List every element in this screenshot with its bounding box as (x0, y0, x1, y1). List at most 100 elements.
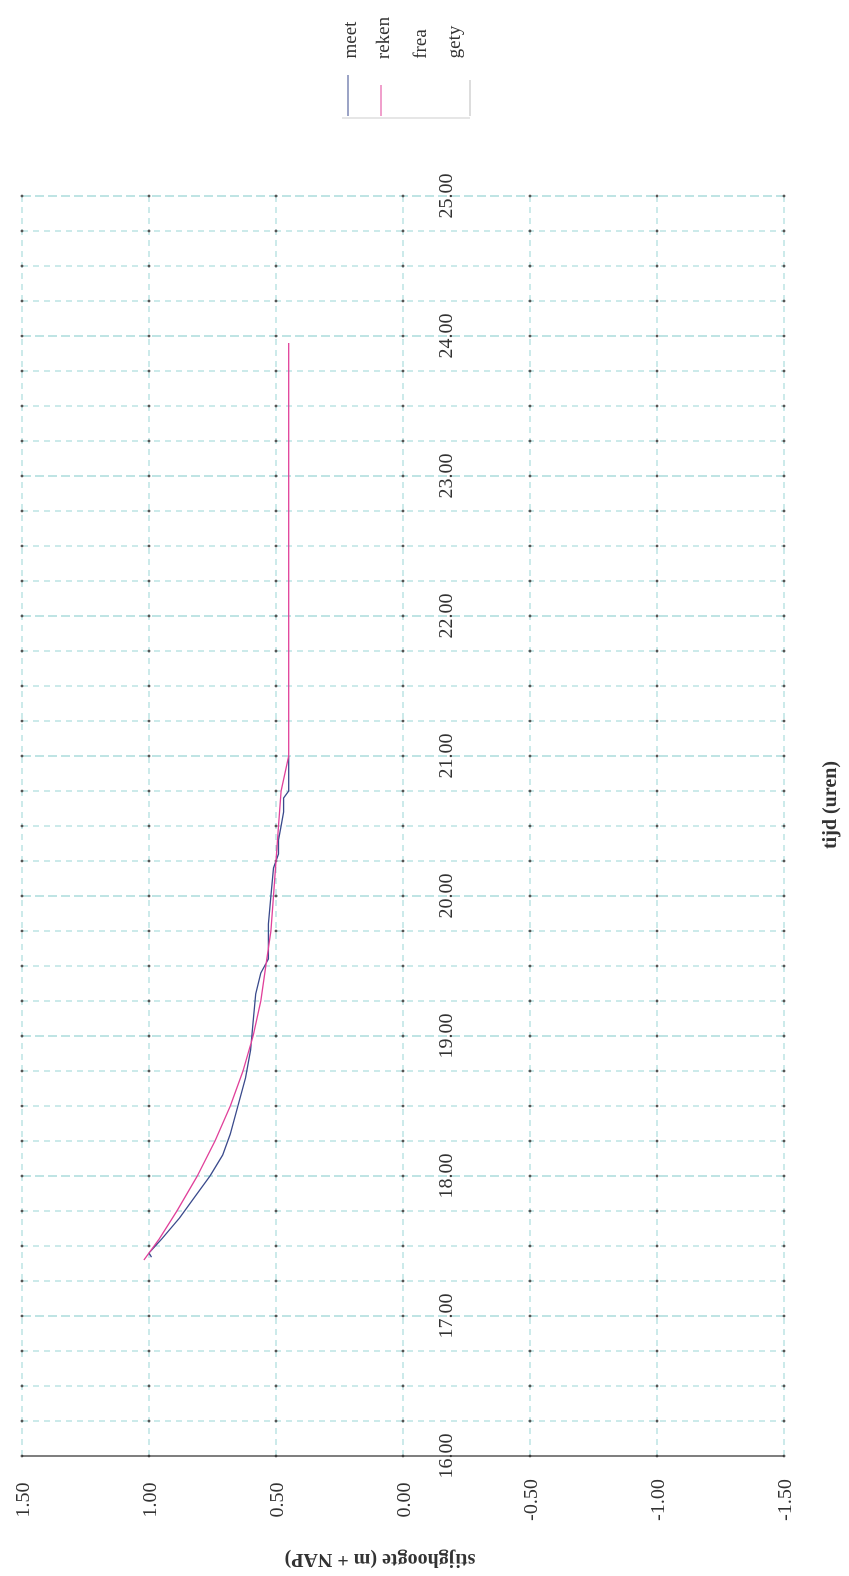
grid-dot (655, 894, 659, 898)
grid-dot (401, 999, 405, 1003)
grid-dot (274, 614, 278, 618)
grid-dot (528, 1209, 532, 1213)
grid-dot (147, 684, 151, 688)
grid-dot (274, 649, 278, 653)
series-layer (143, 343, 290, 1261)
grid-dot (655, 1034, 659, 1038)
grid-dot (528, 1104, 532, 1108)
grid-dot (20, 1034, 24, 1038)
grid-dot (147, 1279, 151, 1283)
grid-dot (274, 299, 278, 303)
grid-dot (20, 789, 24, 793)
grid-dot (20, 334, 24, 338)
grid-dot (401, 1349, 405, 1353)
grid-dot (401, 894, 405, 898)
grid-dot (782, 264, 786, 268)
grid-dot (782, 929, 786, 933)
grid-dot (782, 299, 786, 303)
grid-dot (274, 509, 278, 513)
grid-dot (20, 1069, 24, 1073)
grid-dot (401, 1139, 405, 1143)
grid-dot (147, 1139, 151, 1143)
grid-dot (274, 544, 278, 548)
grid-dot (655, 964, 659, 968)
grid-dot (655, 299, 659, 303)
grid-dot (20, 194, 24, 198)
grid-dot (147, 194, 151, 198)
grid-dot (274, 579, 278, 583)
grid-dot (528, 614, 532, 618)
grid-dot (147, 1034, 151, 1038)
grid-dot (782, 964, 786, 968)
grid-dot (401, 1244, 405, 1248)
grid-dot (401, 929, 405, 933)
grid-dot (528, 544, 532, 548)
grid-dot (655, 1279, 659, 1283)
grid-dot (782, 579, 786, 583)
legend-label-gety: gety (444, 25, 465, 58)
y-tick-label: -1.00 (647, 1479, 669, 1521)
grid-dot (20, 1314, 24, 1318)
grid-dot (274, 1139, 278, 1143)
grid-dot (528, 1279, 532, 1283)
grid-dot (274, 1034, 278, 1038)
grid-dot (782, 369, 786, 373)
grid-dot (782, 509, 786, 513)
grid-dot (274, 894, 278, 898)
grid-dot (401, 964, 405, 968)
grid-dot (655, 999, 659, 1003)
grid-dot (20, 1139, 24, 1143)
grid-dot (655, 334, 659, 338)
grid-dot (20, 719, 24, 723)
grid-dot (655, 229, 659, 233)
grid-dot (782, 789, 786, 793)
grid-dot (655, 1139, 659, 1143)
grid-dot (274, 369, 278, 373)
grid-dot (20, 439, 24, 443)
grid-dot (528, 999, 532, 1003)
grid-dot (782, 1069, 786, 1073)
grid-dot (655, 614, 659, 618)
grid-dot (655, 684, 659, 688)
grid-dot (528, 1384, 532, 1388)
grid-dot (20, 369, 24, 373)
grid-dot (20, 894, 24, 898)
grid-dot (782, 684, 786, 688)
grid-dot (655, 1314, 659, 1318)
grid-dot (20, 229, 24, 233)
grid-dot (274, 1314, 278, 1318)
grid-dot (20, 929, 24, 933)
grid-dot (274, 1349, 278, 1353)
grid-dot (274, 1104, 278, 1108)
grid-dot (147, 894, 151, 898)
grid-dot (147, 964, 151, 968)
grid-dot (655, 1174, 659, 1178)
grid-dot (401, 299, 405, 303)
grid-dot (401, 649, 405, 653)
grid-dot (20, 509, 24, 513)
x-tick-label: 25.00 (435, 174, 457, 219)
grid-dot (274, 404, 278, 408)
grid-dot (20, 1419, 24, 1423)
grid-dot (782, 754, 786, 758)
grid-dot (782, 1384, 786, 1388)
grid-dot (20, 614, 24, 618)
grid-dots (20, 194, 786, 1458)
y-tick-label: 1.50 (12, 1483, 34, 1518)
grid-dot (274, 1279, 278, 1283)
grid-dot (655, 509, 659, 513)
grid-dot (655, 1419, 659, 1423)
grid-dot (274, 999, 278, 1003)
grid-dot (147, 1174, 151, 1178)
grid-dot (528, 754, 532, 758)
grid-dot (655, 264, 659, 268)
grid-dot (782, 404, 786, 408)
grid-dot (20, 824, 24, 828)
x-tick-label: 19.00 (435, 1014, 457, 1059)
grid-dot (20, 1279, 24, 1283)
grid-dot (274, 684, 278, 688)
grid-dot (147, 1104, 151, 1108)
grid-dot (401, 369, 405, 373)
x-tick-label: 23.00 (435, 454, 457, 499)
grid-dot (401, 1314, 405, 1318)
